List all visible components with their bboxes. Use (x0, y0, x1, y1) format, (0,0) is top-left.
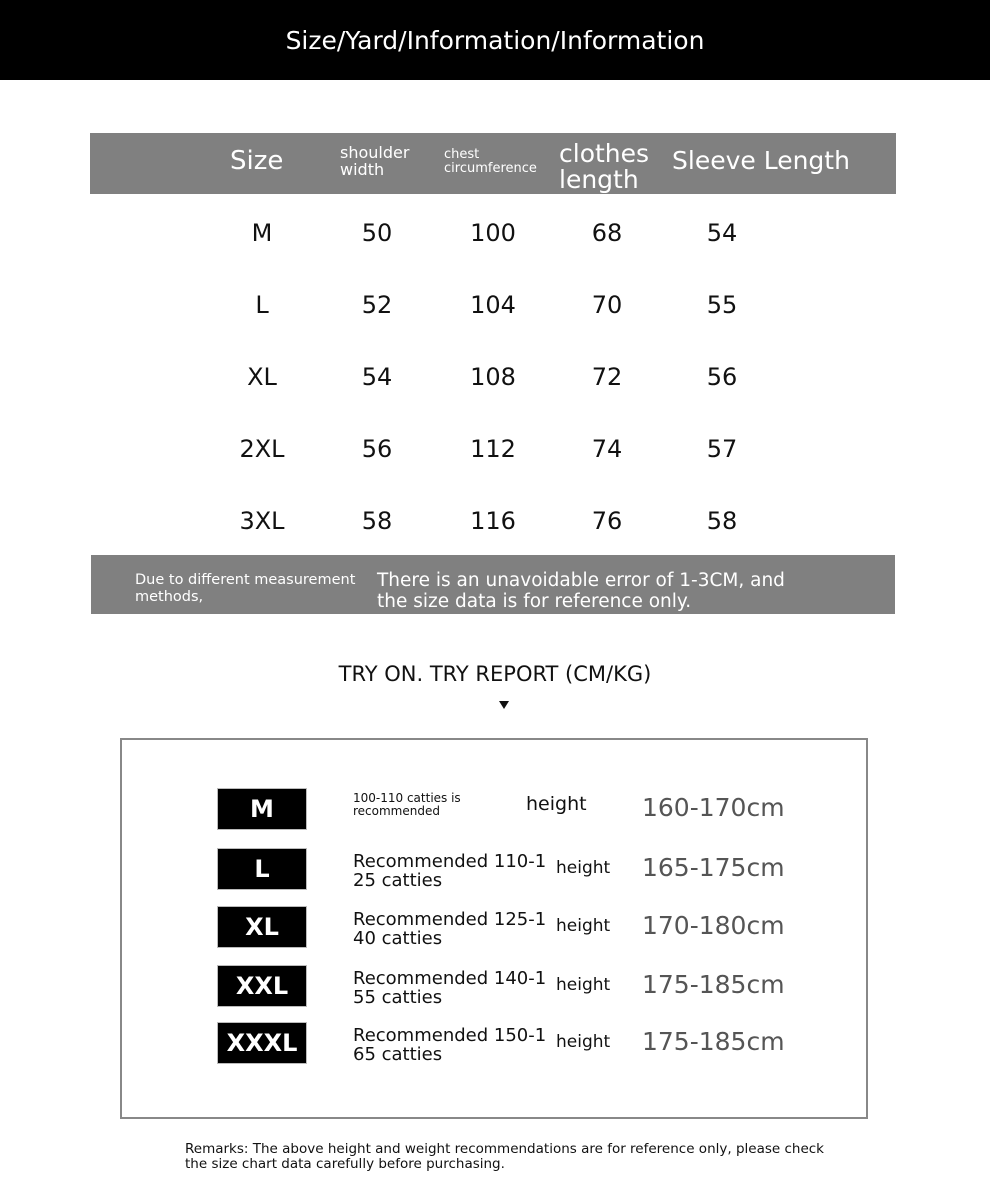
table-cell: L (255, 291, 269, 319)
height-range: 175-185cm (642, 1027, 785, 1056)
header-shoulder-width: shoulder width (340, 143, 410, 179)
size-badge: M (217, 788, 307, 830)
size-badge: XXL (217, 965, 307, 1007)
measurement-note: Due to different measurement methods, Th… (91, 555, 895, 614)
size-table-header: Size shoulder width chest circumference … (90, 133, 896, 194)
try-report-box (120, 738, 868, 1119)
table-cell: 2XL (239, 435, 285, 463)
weight-recommendation: 100-110 catties is recommended (353, 791, 461, 818)
table-cell: 57 (706, 435, 738, 463)
note-right: There is an unavoidable error of 1-3CM, … (377, 570, 785, 612)
table-cell: 54 (706, 219, 738, 247)
height-label: height (556, 858, 611, 878)
table-cell: 58 (361, 507, 393, 535)
table-cell: 3XL (239, 507, 285, 535)
table-cell: 70 (591, 291, 623, 319)
table-cell: 104 (470, 291, 516, 319)
size-badge: L (217, 848, 307, 890)
header-chest: chest circumference (444, 147, 537, 176)
table-cell: 116 (470, 507, 516, 535)
header-size: Size (230, 146, 284, 176)
table-cell: 72 (591, 363, 623, 391)
height-label: height (556, 916, 611, 936)
table-cell: 50 (361, 219, 393, 247)
header-clothes-length: clothes length (559, 139, 650, 195)
weight-recommendation: Recommended 125-140 catties (353, 909, 547, 949)
table-cell: 68 (591, 219, 623, 247)
height-label: height (556, 975, 611, 995)
table-cell: 55 (706, 291, 738, 319)
table-cell: 58 (706, 507, 738, 535)
remarks: Remarks: The above height and weight rec… (185, 1141, 825, 1172)
height-label: height (556, 1032, 611, 1052)
height-range: 165-175cm (642, 853, 785, 882)
title-bar: Size/Yard/Information/Information (0, 0, 990, 80)
size-badge: XL (217, 906, 307, 948)
table-cell: 52 (361, 291, 393, 319)
table-cell: 54 (361, 363, 393, 391)
note-left: Due to different measurement methods, (135, 572, 356, 605)
height-range: 175-185cm (642, 970, 785, 999)
height-range: 170-180cm (642, 911, 785, 940)
triangle-down-icon (499, 701, 509, 709)
header-sleeve-length: Sleeve Length (672, 146, 850, 175)
table-cell: XL (247, 363, 277, 391)
size-badge: XXXL (217, 1022, 307, 1064)
page-title: Size/Yard/Information/Information (285, 25, 705, 55)
weight-recommendation: Recommended 140-155 catties (353, 968, 547, 1008)
weight-recommendation: Recommended 150-165 catties (353, 1025, 547, 1065)
height-label: height (526, 793, 587, 815)
table-cell: 112 (470, 435, 516, 463)
height-range: 160-170cm (642, 793, 785, 822)
table-cell: 74 (591, 435, 623, 463)
try-report-title: TRY ON. TRY REPORT (CM/KG) (338, 662, 652, 686)
table-cell: 56 (706, 363, 738, 391)
table-cell: 100 (470, 219, 516, 247)
table-cell: 108 (470, 363, 516, 391)
weight-recommendation: Recommended 110-125 catties (353, 851, 547, 891)
table-cell: 76 (591, 507, 623, 535)
table-cell: 56 (361, 435, 393, 463)
table-cell: M (251, 219, 273, 247)
